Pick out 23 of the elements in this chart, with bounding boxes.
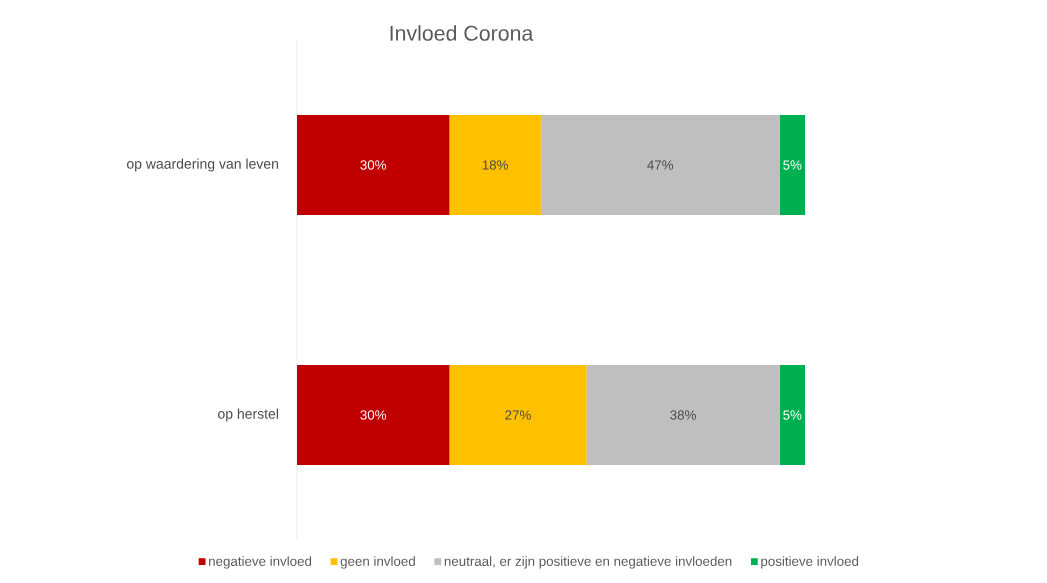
data-label: 27%	[505, 410, 531, 420]
data-label: 30%	[360, 160, 387, 170]
bar	[297, 365, 450, 466]
legend-label: positieve invloed	[761, 556, 859, 569]
bar	[779, 365, 805, 466]
legend-label: neutraal, er zijn positieve en negatieve invloeden	[444, 556, 732, 569]
bar	[297, 115, 450, 215]
y-tick-label: op herstel	[218, 408, 278, 422]
legend-label: negatieve invloed	[209, 556, 312, 569]
bar	[449, 115, 541, 215]
chart-title: Invloed Corona	[390, 25, 534, 41]
data-label: 5%	[783, 410, 802, 420]
bar	[540, 115, 780, 215]
data-label: 5%	[783, 160, 802, 170]
data-label: 47%	[647, 160, 674, 170]
y-tick-label: op waardering van leven	[127, 158, 279, 172]
legend-label: geen invloed	[340, 556, 415, 569]
bar	[779, 115, 805, 215]
data-label: 30%	[360, 410, 387, 420]
data-label: 18%	[482, 160, 508, 170]
bar	[449, 365, 587, 466]
bar	[586, 365, 780, 466]
data-label: 38%	[670, 410, 696, 420]
